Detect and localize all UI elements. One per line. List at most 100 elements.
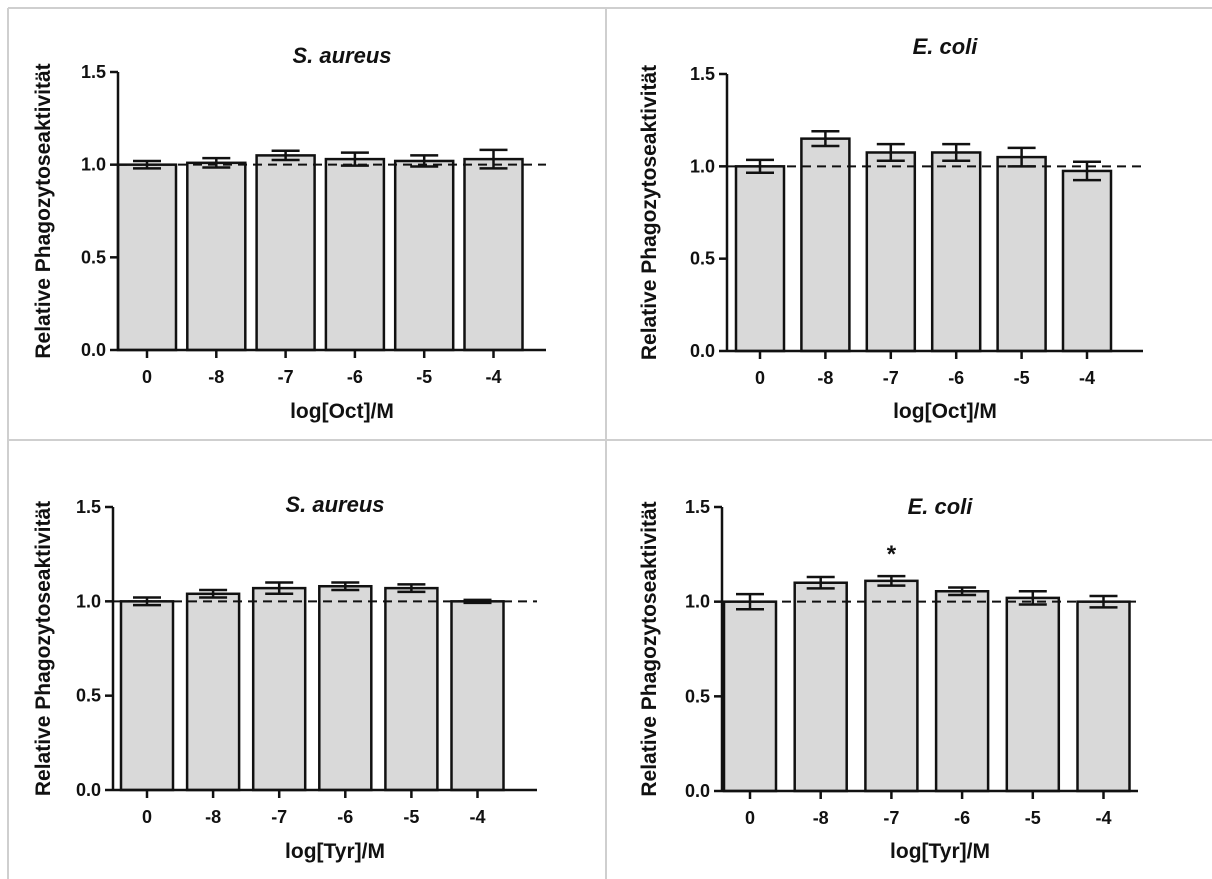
bar--8 — [185, 592, 241, 792]
y-tick-label: 1.0 — [76, 591, 101, 611]
x-tick-label: -7 — [278, 367, 294, 387]
error-bar--5 — [397, 583, 426, 594]
chart-title: E. coli — [913, 34, 979, 59]
error-bar--8 — [811, 129, 840, 148]
error-bar-0 — [133, 159, 161, 170]
y-tick-label: 1.0 — [685, 592, 710, 612]
bar--8 — [186, 161, 247, 352]
bar-0 — [119, 600, 175, 792]
bar-0 — [734, 165, 786, 353]
x-tick-label: -7 — [883, 808, 899, 828]
x-tick-label: 0 — [755, 368, 765, 388]
bars — [734, 137, 1113, 353]
x-tick-label: -6 — [337, 807, 353, 827]
x-axis-label: log[Oct]/M — [893, 400, 997, 423]
chart-title: E. coli — [908, 494, 974, 519]
bar--8 — [793, 581, 848, 793]
bars — [722, 579, 1131, 793]
bar--6 — [324, 157, 386, 352]
bar--7 — [865, 151, 917, 353]
error-bar--6 — [942, 142, 971, 163]
y-tick-label: 0.5 — [690, 249, 715, 269]
x-tick-label: -4 — [469, 807, 485, 827]
error-bar--6 — [340, 151, 369, 167]
x-tick-label: -5 — [416, 367, 432, 387]
y-tick-label: 0.0 — [81, 340, 106, 360]
chart-panel-3: 0.0 0.5 1.0 1.5 0 -8 -7 -6 -5 -4 S. aureus log[Tyr]… — [32, 492, 537, 863]
chart-title: S. aureus — [285, 492, 384, 517]
bar--5 — [384, 586, 439, 792]
bar--6 — [318, 584, 373, 792]
y-tick-label: 1.0 — [690, 156, 715, 176]
x-tick-label: -7 — [271, 807, 287, 827]
y-tick-label: 1.5 — [685, 497, 710, 517]
bar--5 — [393, 159, 455, 352]
significance-annotation: * — [887, 541, 897, 568]
x-axis-label: log[Oct]/M — [290, 400, 394, 423]
y-tick-label: 1.0 — [81, 155, 106, 175]
error-bar--8 — [806, 575, 835, 590]
y-axis-label: Relative Phagozytoseaktivität — [32, 63, 55, 358]
y-axis-label: Relative Phagozytoseaktivität — [638, 65, 661, 360]
y-axis-label: Relative Phagozytoseaktivität — [32, 501, 55, 796]
bar--6 — [934, 590, 990, 793]
x-tick-label: -6 — [954, 808, 970, 828]
x-tick-label: -8 — [205, 807, 221, 827]
y-axis-label: Relative Phagozytoseaktivität — [638, 501, 661, 796]
error-bar--4 — [1073, 160, 1101, 182]
error-bar--8 — [199, 588, 228, 599]
error-bar--7 — [265, 581, 294, 596]
y-tick-label: 0.0 — [76, 780, 101, 800]
x-tick-label: -8 — [208, 367, 224, 387]
y-tick-label: 0.0 — [690, 341, 715, 361]
bar--7 — [251, 586, 307, 792]
x-tick-label: 0 — [745, 808, 755, 828]
x-tick-label: 0 — [142, 807, 152, 827]
error-bar--7 — [271, 149, 300, 162]
y-tick-label: 1.5 — [76, 497, 101, 517]
x-tick-label: -8 — [813, 808, 829, 828]
y-tick-label: 1.5 — [81, 62, 106, 82]
x-tick-label: -4 — [1095, 808, 1111, 828]
y-tick-label: 0.5 — [76, 686, 101, 706]
bar--5 — [1005, 596, 1061, 793]
y-tick-label: 1.5 — [690, 64, 715, 84]
bar--7 — [255, 154, 316, 352]
x-tick-label: -6 — [347, 367, 363, 387]
error-bar--8 — [202, 156, 231, 169]
error-bar--6 — [948, 586, 977, 597]
error-bar--5 — [410, 154, 439, 168]
error-bar-0 — [736, 592, 764, 611]
error-bar--4 — [479, 148, 508, 170]
x-tick-label: -4 — [1079, 368, 1095, 388]
x-tick-label: -5 — [1014, 368, 1030, 388]
bar--4 — [463, 157, 524, 352]
error-bar-0 — [133, 596, 161, 607]
error-bar--4 — [463, 598, 492, 605]
x-tick-label: 0 — [142, 367, 152, 387]
bar--4 — [1076, 600, 1131, 793]
x-tick-label: -6 — [948, 368, 964, 388]
error-bar--7 — [876, 142, 905, 163]
bar--4 — [1061, 169, 1113, 353]
bar--6 — [930, 151, 982, 353]
y-tick-label: 0.5 — [685, 686, 710, 706]
chart-title: S. aureus — [292, 43, 391, 68]
y-tick-label: 0.0 — [685, 781, 710, 801]
bar-0 — [116, 163, 178, 352]
bar-0 — [722, 600, 778, 793]
chart-panel-4: 0.0 0.5 1.0 1.5 0 -8 -7 -6 -5 -4 E. coli log[Tyr]/M… — [638, 494, 1138, 863]
bar--7 — [864, 579, 919, 793]
bar--4 — [450, 600, 505, 792]
chart-panel-1: 0.0 0.5 1.0 1.5 0 -8 -7 -6 -5 -4 S. aureus log[Oct]… — [32, 43, 546, 423]
error-bar--6 — [331, 581, 360, 592]
x-tick-label: -5 — [1025, 808, 1041, 828]
chart-panel-2: 0.0 0.5 1.0 1.5 0 -8 -7 -6 -5 -4 E. coli log[Oct]/M… — [638, 34, 1143, 423]
bars — [119, 584, 505, 792]
error-bar--7 — [877, 574, 906, 587]
x-axis-label: log[Tyr]/M — [285, 840, 385, 863]
chart-panels: 0.0 0.5 1.0 1.5 0 -8 -7 -6 -5 -4 S. aureus log[Oct]… — [32, 34, 1143, 863]
y-tick-label: 0.5 — [81, 247, 106, 267]
x-axis-label: log[Tyr]/M — [890, 840, 990, 863]
